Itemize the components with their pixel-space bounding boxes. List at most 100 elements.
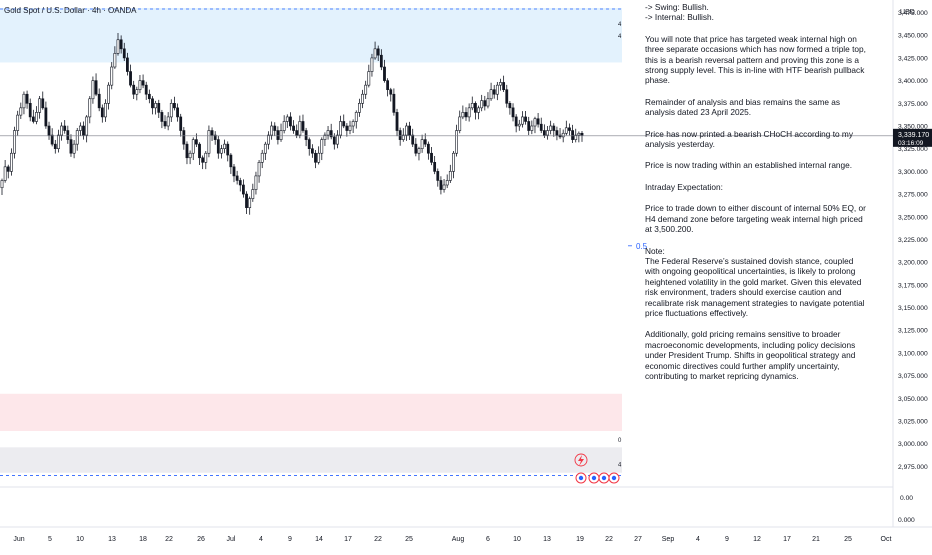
candle-body-9: [28, 103, 32, 118]
candle-12: [38, 95, 42, 119]
candle-body-10: [31, 116, 35, 122]
candle-17: [53, 139, 57, 154]
analysis-paragraph-8: Additionally, gold pricing remains sensi…: [645, 329, 856, 381]
candle-body-181: [568, 127, 571, 131]
candle-body-157: [492, 89, 496, 95]
candle-65: [204, 150, 208, 170]
candle-body-78: [245, 193, 248, 208]
candle-body-38: [119, 39, 123, 50]
zones-layer: [0, 8, 622, 476]
time-tick-8: 4: [259, 536, 263, 543]
candle-147: [461, 105, 465, 120]
candle-body-33: [104, 103, 107, 118]
candle-170: [533, 116, 537, 134]
candle-82: [257, 160, 261, 183]
candle-body-153: [480, 100, 484, 109]
zone-marker-2: 0: [618, 438, 622, 444]
price-tick-14: 3,125.000: [898, 328, 928, 335]
candle-134: [420, 134, 424, 153]
candle-33: [104, 99, 107, 122]
candle-body-21: [66, 130, 70, 140]
candle-121: [379, 49, 383, 71]
time-tick-16: 10: [513, 536, 521, 543]
candle-body-84: [263, 143, 267, 154]
candle-body-53: [166, 116, 170, 127]
price-tick-8: 3,275.000: [898, 192, 928, 199]
time-tick-6: 26: [197, 536, 205, 543]
candle-body-87: [273, 125, 277, 131]
candle-body-91: [285, 116, 289, 122]
candle-body-155: [486, 98, 490, 107]
candle-body-82: [257, 162, 261, 177]
price-tick-5: 3,350.000: [898, 124, 928, 131]
candle-129: [405, 122, 408, 141]
candle-body-125: [392, 93, 396, 113]
candle-116: [364, 80, 368, 99]
candle-body-179: [561, 132, 565, 138]
candle-171: [536, 112, 540, 128]
time-tick-19: 22: [605, 536, 613, 543]
candle-90: [282, 115, 286, 134]
candle-55: [173, 96, 176, 111]
candle-body-31: [97, 93, 101, 109]
candle-182: [571, 124, 574, 144]
candle-body-16: [50, 134, 54, 145]
candle-32: [100, 104, 104, 123]
analysis-paragraph-4: Price is now trading within an establish…: [645, 160, 853, 171]
candle-164: [514, 114, 518, 133]
candle-body-111: [348, 125, 352, 131]
candle-180: [564, 120, 568, 136]
analysis-paragraph-0: -> Swing: Bullish. -> Internal: Bullish.: [645, 2, 714, 23]
candle-19: [60, 122, 63, 141]
candle-body-18: [57, 134, 60, 149]
candle-body-143: [448, 171, 452, 181]
candle-body-170: [533, 118, 537, 127]
candle-64: [201, 155, 205, 170]
candle-body-23: [72, 143, 76, 154]
candle-43: [135, 86, 139, 101]
candle-body-168: [527, 121, 531, 131]
candle-body-2: [6, 166, 10, 172]
candle-30: [94, 73, 98, 97]
candle-114: [358, 98, 361, 117]
candle-161: [505, 84, 509, 108]
grid-layer: [0, 0, 932, 528]
candle-body-106: [332, 136, 336, 145]
time-tick-1: 5: [48, 536, 52, 543]
price-tick-6: 3,325.000: [898, 146, 928, 153]
candle-body-62: [194, 139, 198, 145]
candle-body-5: [16, 114, 20, 131]
lightning-icon: [574, 453, 588, 467]
currency-label: USD: [900, 9, 915, 16]
candle-4: [13, 126, 16, 159]
flag-icon-2: [601, 475, 607, 481]
candle-body-52: [163, 121, 167, 127]
candle-body-173: [542, 130, 546, 136]
candle-107: [336, 130, 339, 149]
candle-46: [144, 81, 148, 100]
time-tick-11: 17: [344, 536, 352, 543]
candle-105: [329, 123, 333, 140]
candle-body-50: [157, 103, 161, 113]
candle-body-109: [342, 121, 346, 127]
candle-body-166: [521, 116, 524, 125]
candle-body-93: [292, 125, 295, 131]
demand-zone-grey: [0, 447, 622, 473]
candle-100: [314, 149, 317, 169]
candle-123: [386, 78, 390, 97]
price-tick-16: 3,075.000: [898, 373, 928, 380]
candle-103: [323, 132, 327, 146]
candle-133: [417, 146, 421, 161]
price-tick-13: 3,150.000: [898, 305, 928, 312]
time-tick-2: 10: [76, 536, 84, 543]
candle-160: [502, 75, 506, 93]
candle-71: [223, 139, 226, 154]
candle-body-99: [310, 148, 314, 154]
candle-146: [458, 110, 462, 134]
candle-body-176: [552, 125, 556, 131]
candle-body-22: [69, 139, 73, 154]
candle-body-118: [370, 57, 374, 72]
candle-144: [452, 150, 455, 179]
candle-118: [370, 53, 374, 77]
